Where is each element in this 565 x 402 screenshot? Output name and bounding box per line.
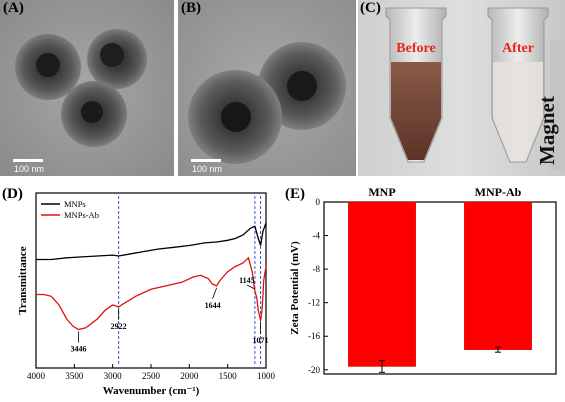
after-label: After (502, 41, 534, 56)
bar (348, 201, 416, 367)
scale-bar (13, 159, 43, 162)
category-label: MNP-Ab (475, 185, 522, 199)
peak-label: 1071 (253, 336, 269, 345)
peak-label: 1644 (205, 301, 221, 310)
series-line (36, 256, 267, 331)
annotation-arrow (212, 287, 218, 299)
y-tick-label: -8 (313, 264, 321, 274)
panel-letter: (A) (3, 0, 24, 16)
magnet-label: Magnet (535, 96, 559, 165)
y-axis-label: Zeta Potential (mV) (289, 241, 301, 335)
plot-frame (323, 201, 557, 375)
panel-c-tubes: Before After Magnet (358, 0, 565, 176)
category-label: MNP (368, 185, 395, 199)
legend-label: MNPs (64, 199, 86, 209)
panel-a-micrograph (0, 0, 174, 176)
bar (464, 201, 532, 350)
x-axis-label: Wavenumber (cm⁻¹) (103, 385, 200, 397)
peak-label: 1145 (239, 276, 255, 285)
magnet (550, 40, 565, 170)
scale-bar (191, 159, 221, 162)
x-tick-label: 3000 (104, 371, 123, 381)
tube-after-clear-liquid (493, 62, 543, 160)
zeta-plot-area: 0 -4 -8 -12 -16 -20 MNP MNP-Ab Zeta Potential (m… (289, 185, 557, 375)
legend-label: MNPs-Ab (64, 210, 99, 220)
y-tick-label: -20 (308, 365, 320, 375)
x-tick-label: 1000 (257, 371, 276, 381)
annotation-arrow (246, 284, 256, 290)
panel-b-tem-image: (B) 100 nm (178, 0, 356, 176)
scale-bar-label: 100 nm (192, 164, 223, 174)
y-axis-label: Transmittance (17, 246, 29, 314)
panel-a-tem-image: (A) 100 nm (0, 0, 174, 176)
x-tick-label: 3500 (65, 371, 84, 381)
panel-letter: (E) (285, 186, 305, 202)
peak-label: 3446 (70, 345, 86, 354)
zeta-chart: (E) 0 -4 -8 -12 -16 -20 MNP MNP-Ab Zeta Potentia… (285, 185, 557, 375)
y-tick-label: -12 (308, 298, 320, 308)
tube-before-suspension (391, 62, 441, 160)
panel-c-photo: Before After Magnet (C) (358, 0, 565, 176)
x-tick-label: 1500 (219, 371, 238, 381)
y-tick-label: -16 (308, 331, 320, 341)
panel-b-micrograph (178, 0, 356, 176)
peak-label: 2922 (111, 322, 127, 331)
y-tick-label: 0 (316, 197, 321, 207)
x-tick-label: 2500 (142, 371, 161, 381)
y-tick-label: -4 (313, 231, 321, 241)
before-label: Before (396, 41, 435, 56)
panel-letter: (C) (360, 0, 381, 16)
panel-letter: (B) (181, 0, 201, 16)
panel-letter: (D) (2, 186, 23, 202)
ftir-chart: (D) 4000 3500 3000 2500 2000 1500 1000 MNPsMNPs… (2, 186, 276, 397)
series-line (36, 222, 267, 261)
scale-bar-label: 100 nm (14, 164, 45, 174)
x-tick-label: 2000 (180, 371, 199, 381)
x-tick-label: 4000 (27, 371, 46, 381)
